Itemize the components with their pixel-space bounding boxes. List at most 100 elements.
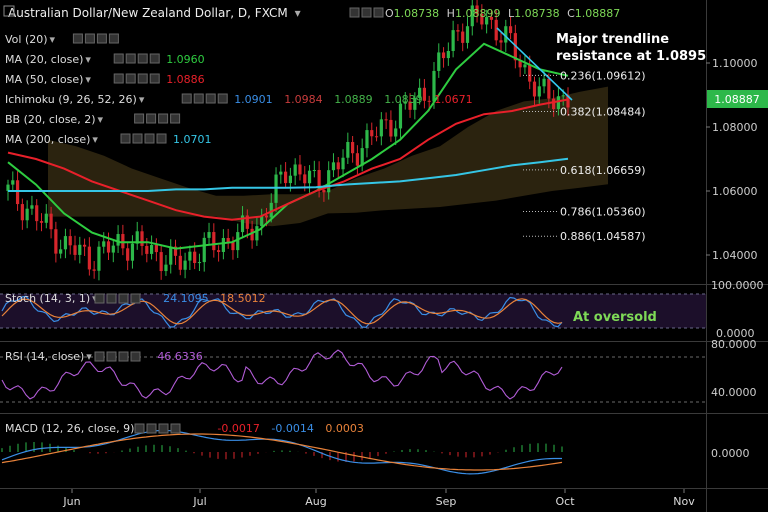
trendline-note-line2: resistance at 1.0895 [556,49,706,64]
indicator-settings-icon[interactable] [149,53,160,64]
indicator-settings-icon[interactable] [113,53,124,64]
candle [59,239,63,259]
indicator-settings-icon[interactable] [132,133,143,144]
fib-label: 0.886(1.04587) [560,230,646,243]
candle [528,55,532,90]
indicator-settings-icon[interactable] [134,113,145,124]
candle [197,253,202,272]
macd-line [1,429,562,475]
indicator-settings-icon[interactable] [72,33,83,44]
indicator-settings-icons[interactable] [94,293,181,434]
candle [164,255,168,276]
indicator-settings-icon[interactable] [217,93,228,104]
panel-settings-icon[interactable] [118,293,129,304]
indicator-settings-icon[interactable] [125,73,136,84]
month-label: Jun [62,495,80,508]
indicator-value: 1.0960 [166,53,205,66]
candle [552,90,556,117]
indicator-label[interactable]: Vol (20) ▾ [5,33,56,46]
candle [461,23,465,52]
candle [216,245,221,262]
candle [279,164,283,184]
candle [169,239,173,274]
indicator-settings-icon[interactable] [205,93,216,104]
indicator-settings-icon[interactable] [181,93,192,104]
candle [25,200,29,229]
candle [346,132,350,165]
candle [49,206,53,239]
candle [111,240,115,263]
indicator-settings-icon[interactable] [149,73,160,84]
collapse-toggle-icon[interactable] [3,5,15,17]
candle [355,145,360,174]
header-settings-icon[interactable] [361,7,372,18]
header-settings-icons[interactable] [349,7,384,18]
panel-settings-icon[interactable] [130,293,141,304]
indicator-settings-icon[interactable] [144,133,155,144]
candle [284,162,288,189]
rsi-axis-top: 80.0000 [711,338,757,351]
indicator-settings-icon[interactable] [108,33,119,44]
candle [485,9,489,34]
candle [269,193,273,223]
candle [475,0,479,23]
indicator-settings-icon[interactable] [146,113,157,124]
indicator-settings-icon[interactable] [170,113,181,124]
candle [140,225,144,256]
panel-settings-icon[interactable] [106,293,117,304]
candle [30,195,34,215]
candle [418,78,422,105]
indicator-settings-icon[interactable] [84,33,95,44]
indicator-legend: Vol (20) ▾ MA (20, close) ▾ 1.0960 MA (50, cl… [5,33,473,146]
panel-settings-icon[interactable] [134,423,145,434]
candle [403,92,407,110]
indicator-settings-icon[interactable] [125,53,136,64]
indicator-label[interactable]: Ichimoku (9, 26, 52, 26) ▾ [5,93,145,106]
panel-settings-icon[interactable] [130,351,141,362]
price-tick-label: 1.10000 [712,57,758,70]
indicator-settings-icon[interactable] [137,73,148,84]
candle [499,32,503,52]
macd-axis-zero: 0.0000 [711,447,750,460]
fib-label: 0.618(1.06659) [560,164,646,177]
indicator-settings-icon[interactable] [156,133,167,144]
panel-settings-icon[interactable] [158,423,169,434]
candle [73,235,77,261]
panel-settings-icon[interactable] [94,293,105,304]
header-settings-icon[interactable] [373,7,384,18]
candle [451,20,455,58]
rsi-label: RSI (14, close) ▾ 46.6336 [5,350,203,363]
candle [63,228,68,259]
indicator-label[interactable]: MA (50, close) ▾ [5,73,91,86]
candle [106,232,111,260]
rsi-line [1,349,563,400]
candle [78,236,82,264]
panel-settings-icon[interactable] [94,351,105,362]
indicator-label[interactable]: MA (200, close) ▾ [5,133,98,146]
indicator-settings-icon[interactable] [137,53,148,64]
month-label: Jul [192,495,206,508]
candle [465,16,470,49]
header-settings-icon[interactable] [349,7,360,18]
panel-settings-icon[interactable] [146,423,157,434]
oversold-note: At oversold [573,310,657,325]
indicator-settings-icon[interactable] [120,133,131,144]
indicator-settings-icon[interactable] [193,93,204,104]
panel-settings-icon[interactable] [106,351,117,362]
symbol-title[interactable]: Australian Dollar/New Zealand Dollar, D,… [8,6,288,20]
ichimoku-cloud [48,86,608,227]
indicator-label[interactable]: MA (20, close) ▾ [5,53,91,66]
panel-settings-icon[interactable] [170,423,181,434]
stoch-label: Stoch (14, 3, 1)▾ 24.1095 18.5012 [5,292,266,305]
panel-settings-icon[interactable] [118,351,129,362]
month-label: Oct [555,495,575,508]
candle [470,0,474,36]
indicator-settings-icon[interactable] [96,33,107,44]
indicator-settings-icon[interactable] [158,113,169,124]
candle [293,158,297,186]
price-tick-label: 1.08000 [712,121,758,134]
indicator-settings-icon[interactable] [113,73,124,84]
candle [446,42,450,66]
indicator-label[interactable]: BB (20, close, 2) ▾ [5,113,104,126]
